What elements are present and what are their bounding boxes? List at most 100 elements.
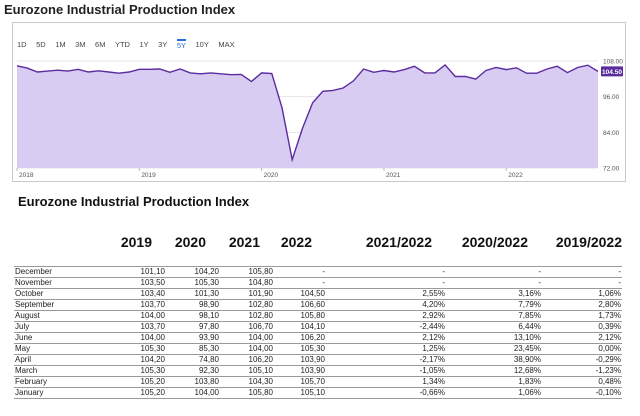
table-row: November 103,50 105,30 104,80- - - - bbox=[14, 277, 622, 289]
range-button-ytd[interactable]: YTD bbox=[114, 40, 130, 49]
value-cell: 1,73% bbox=[542, 310, 622, 322]
production-table: December 101,10 104,20 105,80- - - - November 10… bbox=[14, 266, 622, 399]
value-cell: -2,44% bbox=[326, 321, 446, 333]
value-cell: 105,30 bbox=[110, 343, 166, 355]
range-button-3y[interactable]: 3Y bbox=[158, 40, 168, 49]
month-cell: May bbox=[14, 343, 110, 355]
range-button-max[interactable]: MAX bbox=[218, 40, 235, 49]
value-cell: 104,50 bbox=[274, 288, 326, 300]
range-button-5y[interactable]: 5Y bbox=[176, 39, 187, 53]
range-button-3m[interactable]: 3M bbox=[75, 40, 86, 49]
chart-panel: 1D 5D 1M 3M 6M YTD 1Y 3Y 5Y 10Y MAX 72.00 84.00 96.0… bbox=[12, 22, 626, 182]
value-cell: 2,55% bbox=[326, 288, 446, 300]
column-header-2021: 2021 bbox=[228, 234, 260, 250]
value-cell: 104,00 bbox=[110, 332, 166, 344]
value-cell: 106,70 bbox=[220, 321, 274, 333]
value-cell: 104,80 bbox=[220, 277, 274, 289]
value-cell: 0,00% bbox=[542, 343, 622, 355]
value-cell: -1,23% bbox=[542, 365, 622, 377]
value-cell: 104,30 bbox=[220, 376, 274, 388]
value-cell: 104,00 bbox=[220, 332, 274, 344]
value-cell: 103,40 bbox=[110, 288, 166, 300]
value-cell: 93,90 bbox=[166, 332, 220, 344]
month-cell: January bbox=[14, 387, 110, 399]
month-cell: April bbox=[14, 354, 110, 366]
value-cell: 7,79% bbox=[446, 299, 542, 311]
value-cell: -0,29% bbox=[542, 354, 622, 366]
value-cell: 2,12% bbox=[542, 332, 622, 344]
column-header-2020: 2020 bbox=[174, 234, 206, 250]
value-cell: 74,80 bbox=[166, 354, 220, 366]
x-tick-label: 2022 bbox=[508, 172, 523, 179]
value-cell: 23,45% bbox=[446, 343, 542, 355]
value-cell: 2,92% bbox=[326, 310, 446, 322]
value-cell: - bbox=[274, 277, 326, 289]
table-row: April 104,20 74,80 106,20 103,90 -2,17% 38,90%… bbox=[14, 354, 622, 366]
value-cell: - bbox=[446, 277, 542, 289]
value-cell: 97,80 bbox=[166, 321, 220, 333]
month-cell: August bbox=[14, 310, 110, 322]
value-cell: 1,34% bbox=[326, 376, 446, 388]
value-cell: 103,90 bbox=[274, 365, 326, 377]
value-cell: 102,80 bbox=[220, 310, 274, 322]
value-cell: 1,06% bbox=[542, 288, 622, 300]
value-cell: 105,20 bbox=[110, 376, 166, 388]
value-cell: 103,70 bbox=[110, 299, 166, 311]
value-cell: 103,90 bbox=[274, 354, 326, 366]
range-button-1d[interactable]: 1D bbox=[17, 40, 27, 49]
value-cell: 104,10 bbox=[274, 321, 326, 333]
value-cell: 12,68% bbox=[446, 365, 542, 377]
value-cell: 4,20% bbox=[326, 299, 446, 311]
value-cell: 104,00 bbox=[166, 387, 220, 399]
value-cell: 105,80 bbox=[220, 387, 274, 399]
value-cell: 1,25% bbox=[326, 343, 446, 355]
value-cell: 1,83% bbox=[446, 376, 542, 388]
month-cell: March bbox=[14, 365, 110, 377]
value-cell: 105,30 bbox=[274, 343, 326, 355]
range-button-10y[interactable]: 10Y bbox=[195, 40, 209, 49]
range-button-1m[interactable]: 1M bbox=[55, 40, 66, 49]
line-chart: 72.00 84.00 96.00 108.00 2018 2019 2020 2021 202… bbox=[16, 59, 623, 179]
month-cell: June bbox=[14, 332, 110, 344]
month-cell: October bbox=[14, 288, 110, 300]
y-tick-label: 108.00 bbox=[603, 59, 623, 66]
value-cell: -1,05% bbox=[326, 365, 446, 377]
value-cell: 105,20 bbox=[110, 387, 166, 399]
value-cell: - bbox=[446, 266, 542, 278]
value-cell: 104,00 bbox=[110, 310, 166, 322]
table-row: December 101,10 104,20 105,80- - - - bbox=[14, 266, 622, 278]
range-button-1y[interactable]: 1Y bbox=[139, 40, 149, 49]
value-cell: 101,90 bbox=[220, 288, 274, 300]
value-cell: 3,16% bbox=[446, 288, 542, 300]
column-header-2020-2022: 2020/2022 bbox=[461, 234, 528, 250]
value-cell: 103,80 bbox=[166, 376, 220, 388]
value-cell: 103,50 bbox=[110, 277, 166, 289]
range-button-6m[interactable]: 6M bbox=[95, 40, 106, 49]
value-cell: 0,39% bbox=[542, 321, 622, 333]
value-cell: -2,17% bbox=[326, 354, 446, 366]
value-cell: 105,30 bbox=[110, 365, 166, 377]
value-cell: 1,06% bbox=[446, 387, 542, 399]
last-value-badge bbox=[601, 66, 623, 77]
value-cell: 104,20 bbox=[166, 266, 220, 278]
value-cell: - bbox=[326, 266, 446, 278]
value-cell: 85,30 bbox=[166, 343, 220, 355]
value-cell: 7,85% bbox=[446, 310, 542, 322]
value-cell: 106,60 bbox=[274, 299, 326, 311]
value-cell: 2,12% bbox=[326, 332, 446, 344]
value-cell: - bbox=[542, 277, 622, 289]
value-cell: 105,80 bbox=[274, 310, 326, 322]
value-cell: 101,30 bbox=[166, 288, 220, 300]
range-selector: 1D 5D 1M 3M 6M YTD 1Y 3Y 5Y 10Y MAX bbox=[17, 39, 244, 53]
value-cell: - bbox=[542, 266, 622, 278]
value-cell: 105,30 bbox=[166, 277, 220, 289]
value-cell: 38,90% bbox=[446, 354, 542, 366]
value-cell: 103,70 bbox=[110, 321, 166, 333]
range-button-5d[interactable]: 5D bbox=[36, 40, 46, 49]
month-cell: November bbox=[14, 277, 110, 289]
value-cell: -0,10% bbox=[542, 387, 622, 399]
value-cell: 101,10 bbox=[110, 266, 166, 278]
value-cell: 102,80 bbox=[220, 299, 274, 311]
table-row: June 104,00 93,90 104,00 106,20 2,12% 13,10% 2,… bbox=[14, 332, 622, 344]
value-cell: 106,20 bbox=[274, 332, 326, 344]
